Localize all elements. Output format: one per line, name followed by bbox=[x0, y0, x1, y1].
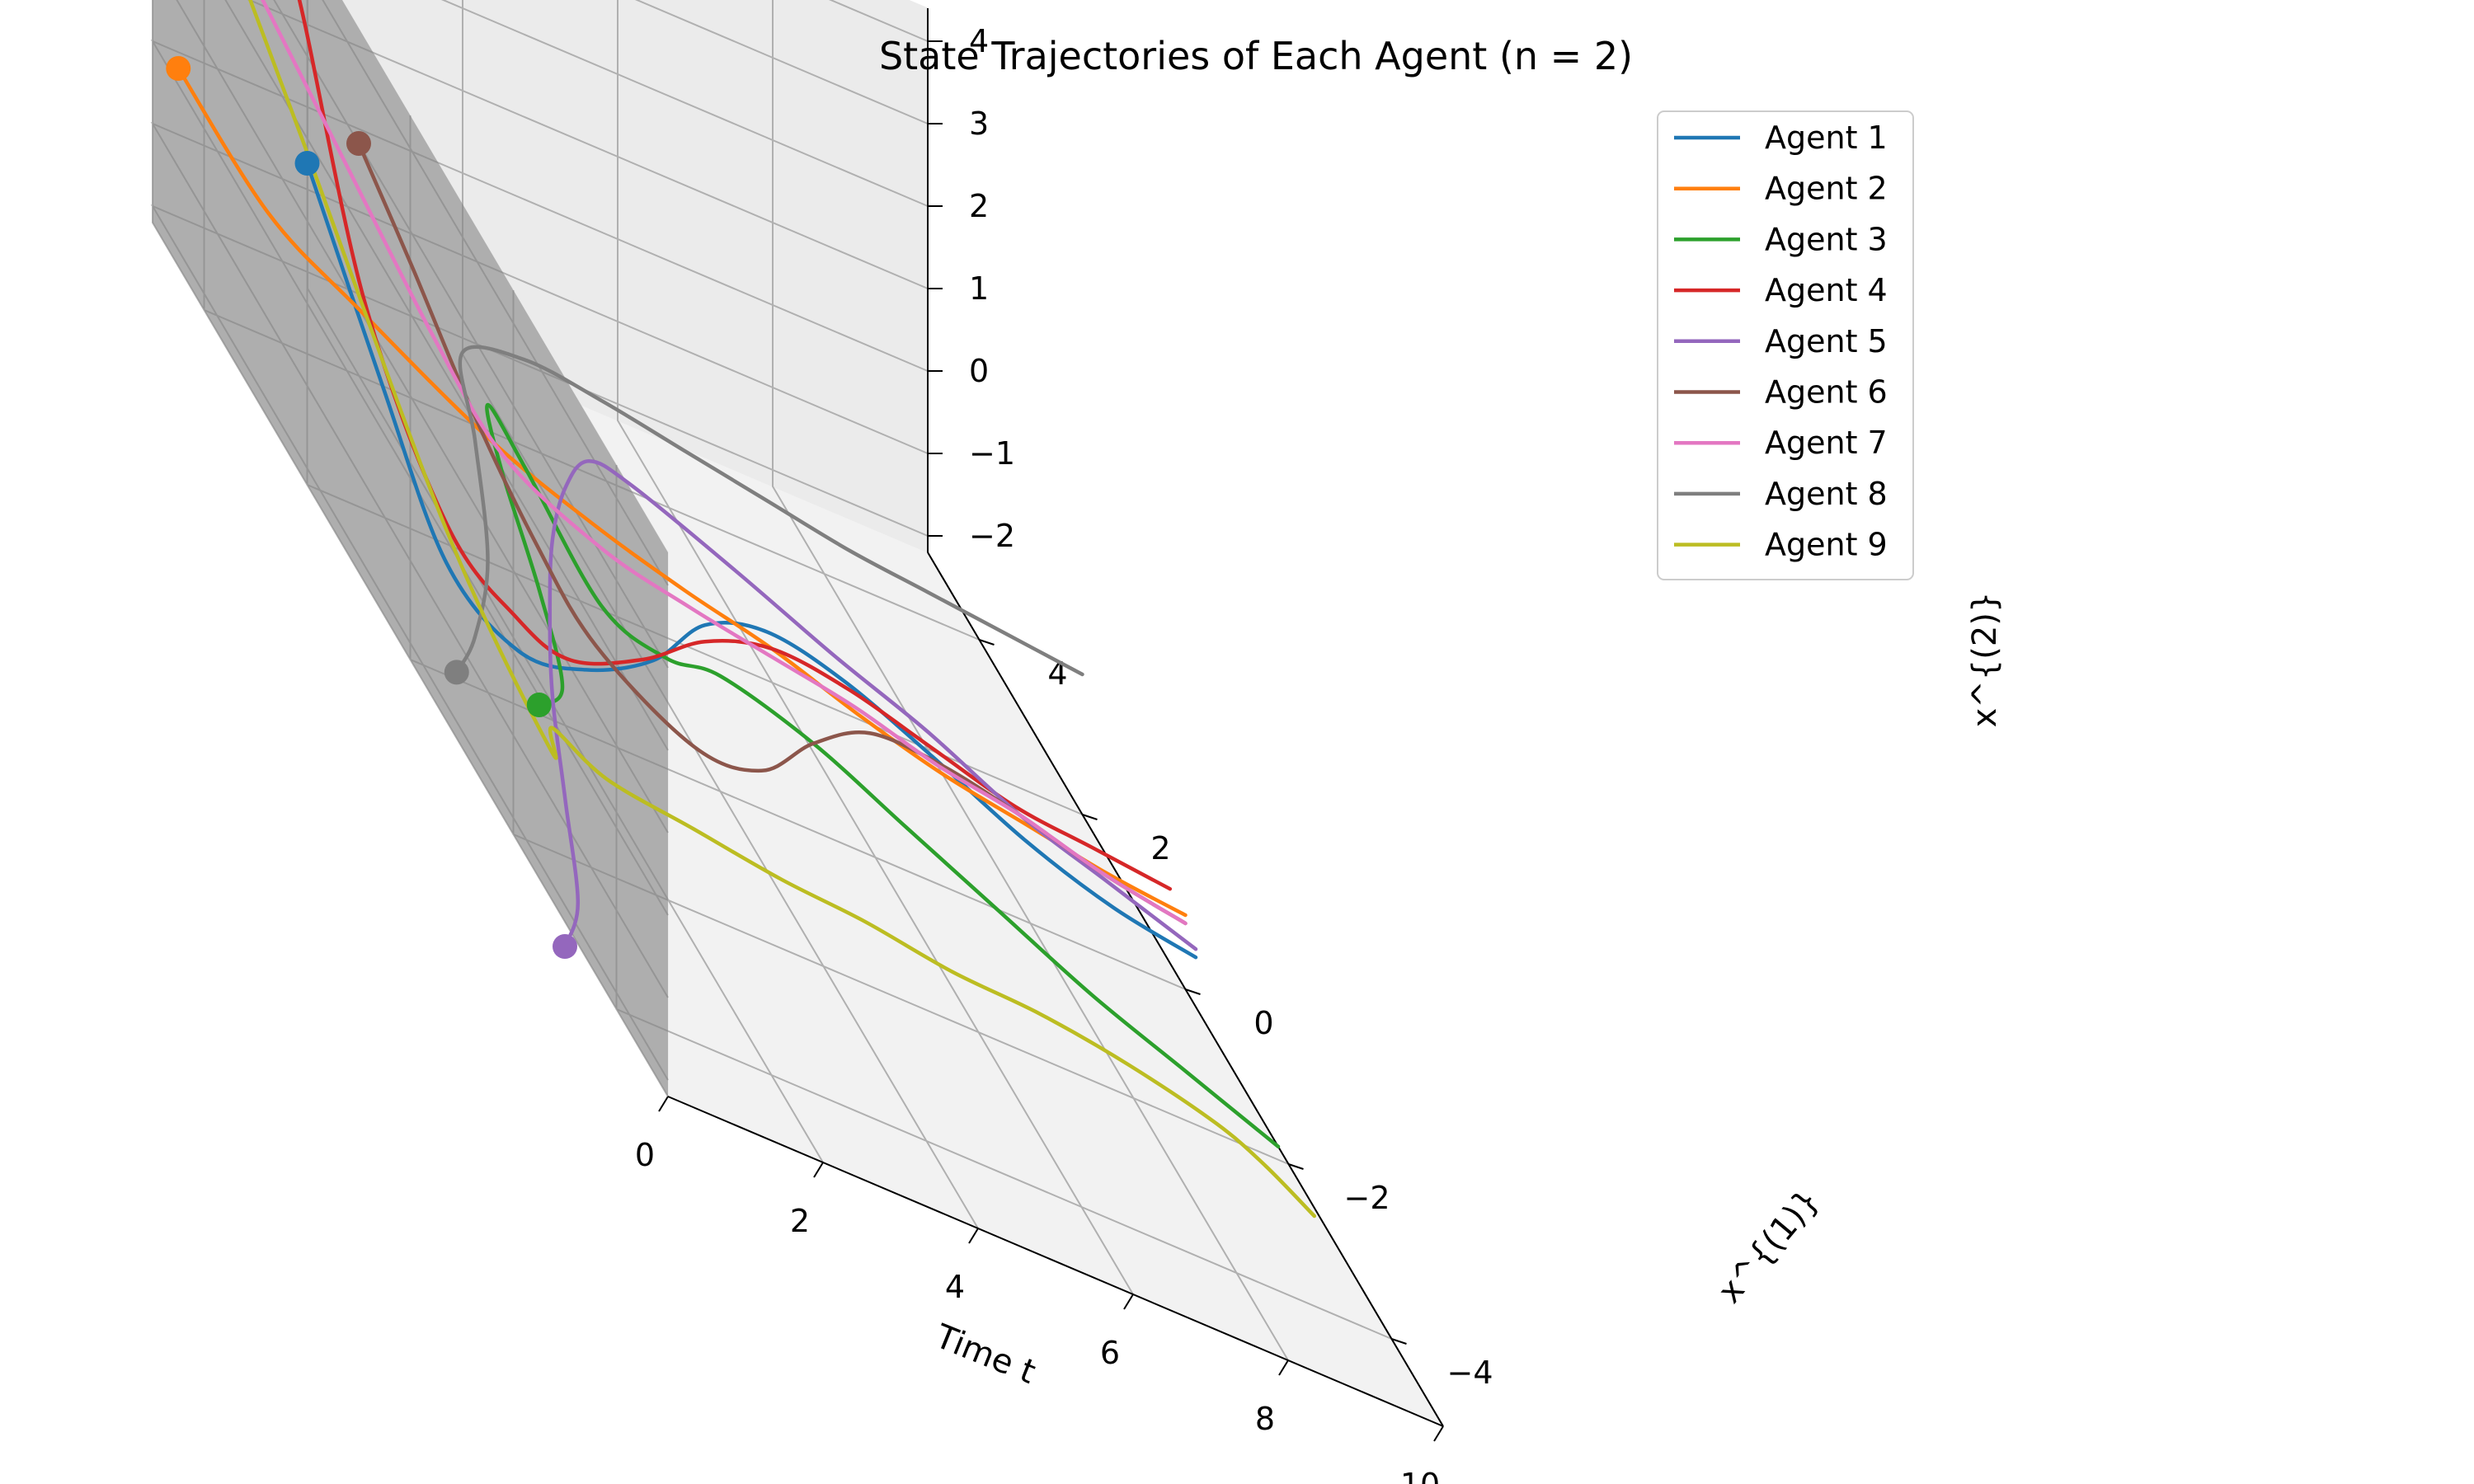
legend-label-agent-7: Agent 7 bbox=[1765, 425, 1888, 461]
initial-point-agent-8 bbox=[444, 660, 469, 685]
z-tick-label: 2 bbox=[969, 188, 989, 224]
z-tick-label: 1 bbox=[969, 270, 989, 307]
x-axis-label: Time t bbox=[929, 1317, 1041, 1392]
x-tick-mark bbox=[968, 1228, 979, 1244]
z-axis-label: x^{(2)} bbox=[1966, 592, 2004, 728]
trajectory-agent-7 bbox=[261, 0, 1188, 926]
legend-label-agent-8: Agent 8 bbox=[1765, 476, 1888, 512]
y-tick-label: −4 bbox=[1446, 1355, 1493, 1391]
trajectory-agent-2 bbox=[176, 66, 1188, 918]
z-tick-label: 3 bbox=[969, 106, 989, 142]
trajectory-agent-3 bbox=[485, 402, 1281, 1149]
initial-point-agent-5 bbox=[553, 934, 577, 959]
trajectory-agent-8 bbox=[454, 345, 1084, 677]
y-tick-mark bbox=[1391, 1338, 1407, 1345]
legend-label-agent-5: Agent 5 bbox=[1765, 323, 1888, 359]
x-tick-label: 0 bbox=[635, 1137, 655, 1173]
x-tick-label: 6 bbox=[1100, 1335, 1120, 1371]
y-tick-label: −2 bbox=[1343, 1180, 1390, 1216]
legend-label-agent-4: Agent 4 bbox=[1765, 272, 1888, 308]
x-tick-mark bbox=[813, 1162, 824, 1178]
y-tick-mark bbox=[1082, 814, 1098, 820]
z-tick-label: 4 bbox=[969, 23, 989, 59]
legend-label-agent-1: Agent 1 bbox=[1765, 120, 1888, 156]
trajectory-agent-9 bbox=[248, 0, 1317, 1219]
initial-markers bbox=[166, 56, 577, 959]
initial-plane-surface bbox=[153, 0, 668, 1097]
chart-title: State Trajectories of Each Agent (n = 2) bbox=[879, 34, 1633, 78]
x-tick-mark bbox=[1123, 1294, 1134, 1310]
x-tick-label: 8 bbox=[1255, 1401, 1275, 1437]
x-grid-line bbox=[617, 0, 1134, 1295]
legend-frame bbox=[1657, 110, 1914, 580]
legend-entries: Agent 1 Agent 2 Agent 3 Agent 4 Agent 5 Agent… bbox=[1674, 120, 1888, 563]
y-tick-label: 0 bbox=[1253, 1005, 1273, 1041]
x-tick-label: 2 bbox=[790, 1203, 810, 1239]
x-tick-label: 4 bbox=[945, 1269, 965, 1305]
initial-point-agent-1 bbox=[294, 151, 320, 176]
legend-label-agent-6: Agent 6 bbox=[1765, 374, 1888, 411]
initial-point-agent-6 bbox=[346, 131, 371, 156]
x-tick-label: 10 bbox=[1400, 1467, 1440, 1484]
z-tick-label: −2 bbox=[969, 518, 1015, 554]
x-axis-line bbox=[667, 1096, 1444, 1427]
initial-point-agent-3 bbox=[526, 693, 552, 717]
agent-trajectories bbox=[176, 0, 1317, 1219]
x-tick-mark bbox=[658, 1096, 669, 1112]
z-tick-label: −1 bbox=[969, 435, 1015, 472]
initial-state-plane bbox=[153, 0, 668, 1097]
legend-label-agent-2: Agent 2 bbox=[1765, 171, 1888, 207]
x-tick-mark bbox=[1278, 1360, 1289, 1376]
y-tick-mark bbox=[1185, 989, 1201, 995]
z-tick-label: 0 bbox=[969, 353, 989, 389]
legend: Agent 1 Agent 2 Agent 3 Agent 4 Agent 5 Agent… bbox=[1657, 110, 1914, 580]
x-tick-mark bbox=[1433, 1425, 1444, 1442]
y-tick-mark bbox=[979, 639, 995, 646]
legend-label-agent-3: Agent 3 bbox=[1765, 221, 1888, 257]
x-grid-line bbox=[772, 0, 1289, 1361]
legend-label-agent-9: Agent 9 bbox=[1765, 527, 1888, 563]
trajectory-agent-1 bbox=[305, 161, 1198, 960]
y-tick-label: 2 bbox=[1150, 830, 1170, 866]
y-axis-label: x^{(1)} bbox=[1710, 1182, 1827, 1311]
y-tick-mark bbox=[1288, 1163, 1304, 1170]
initial-point-agent-2 bbox=[166, 56, 191, 81]
